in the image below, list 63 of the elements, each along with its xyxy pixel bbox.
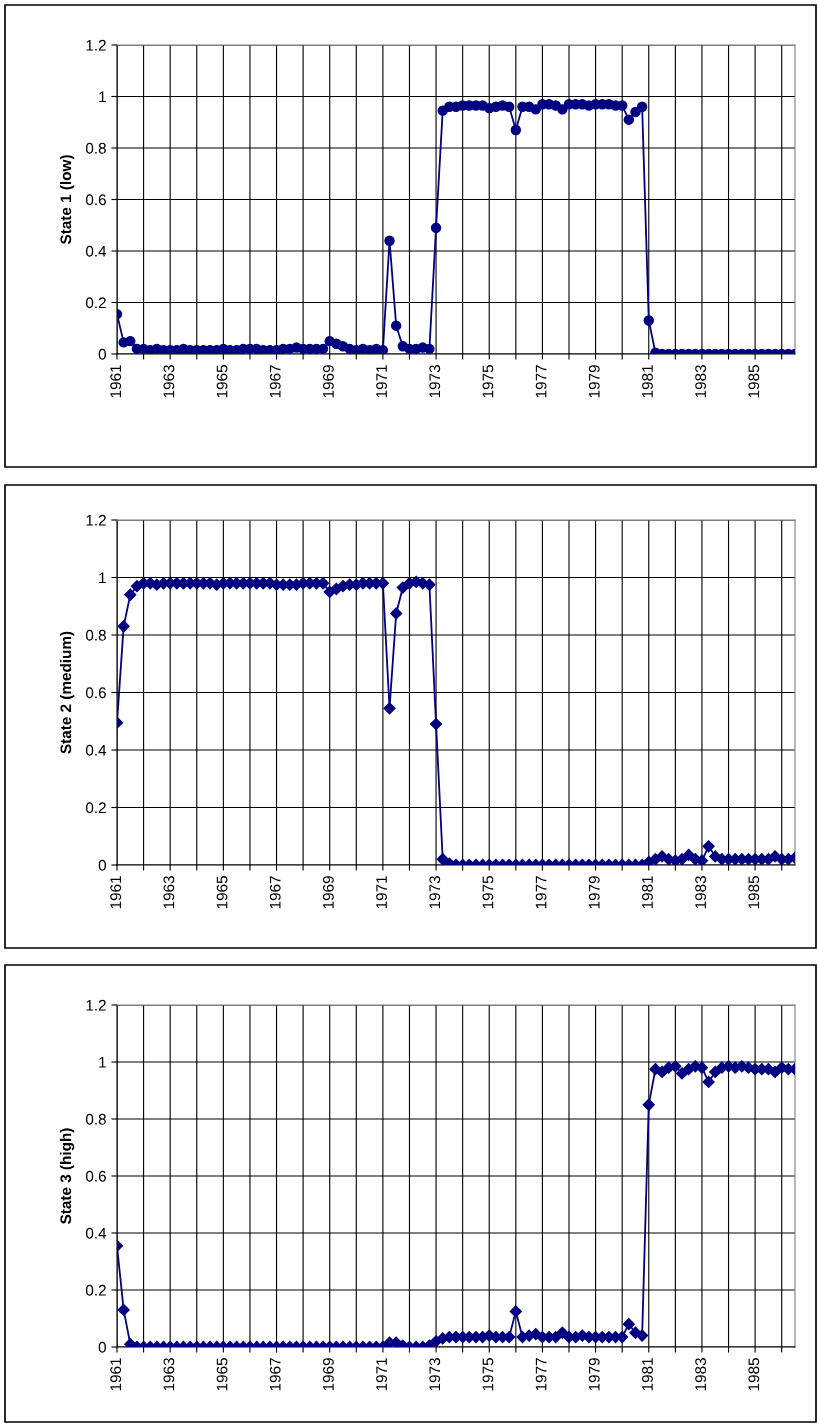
x-tick-label: 1977 xyxy=(535,1358,547,1391)
y-tick-label: 0 xyxy=(98,348,106,360)
x-tick-label: 1961 xyxy=(110,876,122,909)
x-tick-label: 1979 xyxy=(588,365,600,398)
y-tick-label: 1 xyxy=(99,91,106,103)
y-axis-title: State 3 (high) xyxy=(59,1128,75,1224)
x-tick-label: 1967 xyxy=(269,1358,281,1391)
x-tick-label: 1969 xyxy=(322,1358,334,1391)
y-tick-label: 0 xyxy=(98,1341,106,1353)
y-tick-label: 0.2 xyxy=(85,1284,106,1296)
x-tick-label: 1983 xyxy=(695,365,707,398)
x-tick-label: 1971 xyxy=(376,1358,387,1391)
x-tick-label: 1981 xyxy=(642,1358,653,1391)
x-tick-label: 1975 xyxy=(482,876,494,909)
x-tick-label: 1973 xyxy=(429,1358,441,1391)
x-tick-label: 1975 xyxy=(482,365,494,398)
x-tick-label: 1965 xyxy=(216,365,228,398)
y-tick-label: 0.8 xyxy=(85,629,106,641)
y-tick-label: 1 xyxy=(99,1057,106,1068)
y-tick-label: 0.6 xyxy=(85,687,106,699)
x-tick-label: 1967 xyxy=(269,876,281,909)
x-tick-label: 1963 xyxy=(163,876,175,909)
y-tick-label: 1 xyxy=(99,572,106,584)
x-tick-label: 1967 xyxy=(269,365,281,398)
x-tick-label: 1965 xyxy=(216,876,228,909)
x-tick-label: 1971 xyxy=(376,876,387,909)
y-axis-title: State 2 (medium) xyxy=(59,631,75,754)
y-tick-label: 0.8 xyxy=(85,142,106,154)
x-tick-label: 1973 xyxy=(429,876,441,909)
x-tick-label: 1969 xyxy=(322,365,334,398)
x-tick-label: 1979 xyxy=(588,876,600,909)
x-tick-label: 1977 xyxy=(535,365,547,398)
x-tick-label: 1981 xyxy=(642,876,653,909)
x-tick-label: 1961 xyxy=(110,1358,122,1391)
x-tick-label: 1981 xyxy=(642,365,653,398)
y-tick-label: 0.8 xyxy=(85,1113,106,1125)
y-tick-label: 1.2 xyxy=(86,999,106,1011)
x-tick-label: 1965 xyxy=(216,1358,228,1391)
x-tick-label: 1985 xyxy=(748,1358,760,1391)
y-tick-label: 0 xyxy=(98,859,106,871)
x-tick-label: 1985 xyxy=(748,876,760,909)
y-tick-label: 0.2 xyxy=(85,802,106,814)
x-tick-label: 1963 xyxy=(163,1358,175,1391)
x-tick-label: 1963 xyxy=(163,365,175,398)
y-tick-label: 0.2 xyxy=(85,297,106,309)
x-tick-label: 1969 xyxy=(322,876,334,909)
y-tick-label: 1.2 xyxy=(86,39,106,51)
y-tick-label: 1.2 xyxy=(86,514,106,526)
x-tick-label: 1975 xyxy=(482,1358,494,1391)
y-tick-label: 0.6 xyxy=(85,194,106,206)
x-tick-label: 1979 xyxy=(588,1358,600,1391)
x-tick-label: 1961 xyxy=(110,365,122,398)
y-tick-label: 0.4 xyxy=(85,245,107,257)
x-tick-label: 1985 xyxy=(748,365,760,398)
y-tick-label: 0.4 xyxy=(85,744,107,756)
y-tick-label: 0.4 xyxy=(85,1227,107,1239)
x-tick-label: 1973 xyxy=(429,365,441,398)
y-axis-title: State 1 (low) xyxy=(59,155,75,245)
y-tick-label: 0.6 xyxy=(85,1170,106,1182)
x-tick-label: 1971 xyxy=(376,365,387,398)
x-tick-label: 1983 xyxy=(695,876,707,909)
x-tick-label: 1977 xyxy=(535,876,547,909)
x-tick-label: 1983 xyxy=(695,1358,707,1391)
